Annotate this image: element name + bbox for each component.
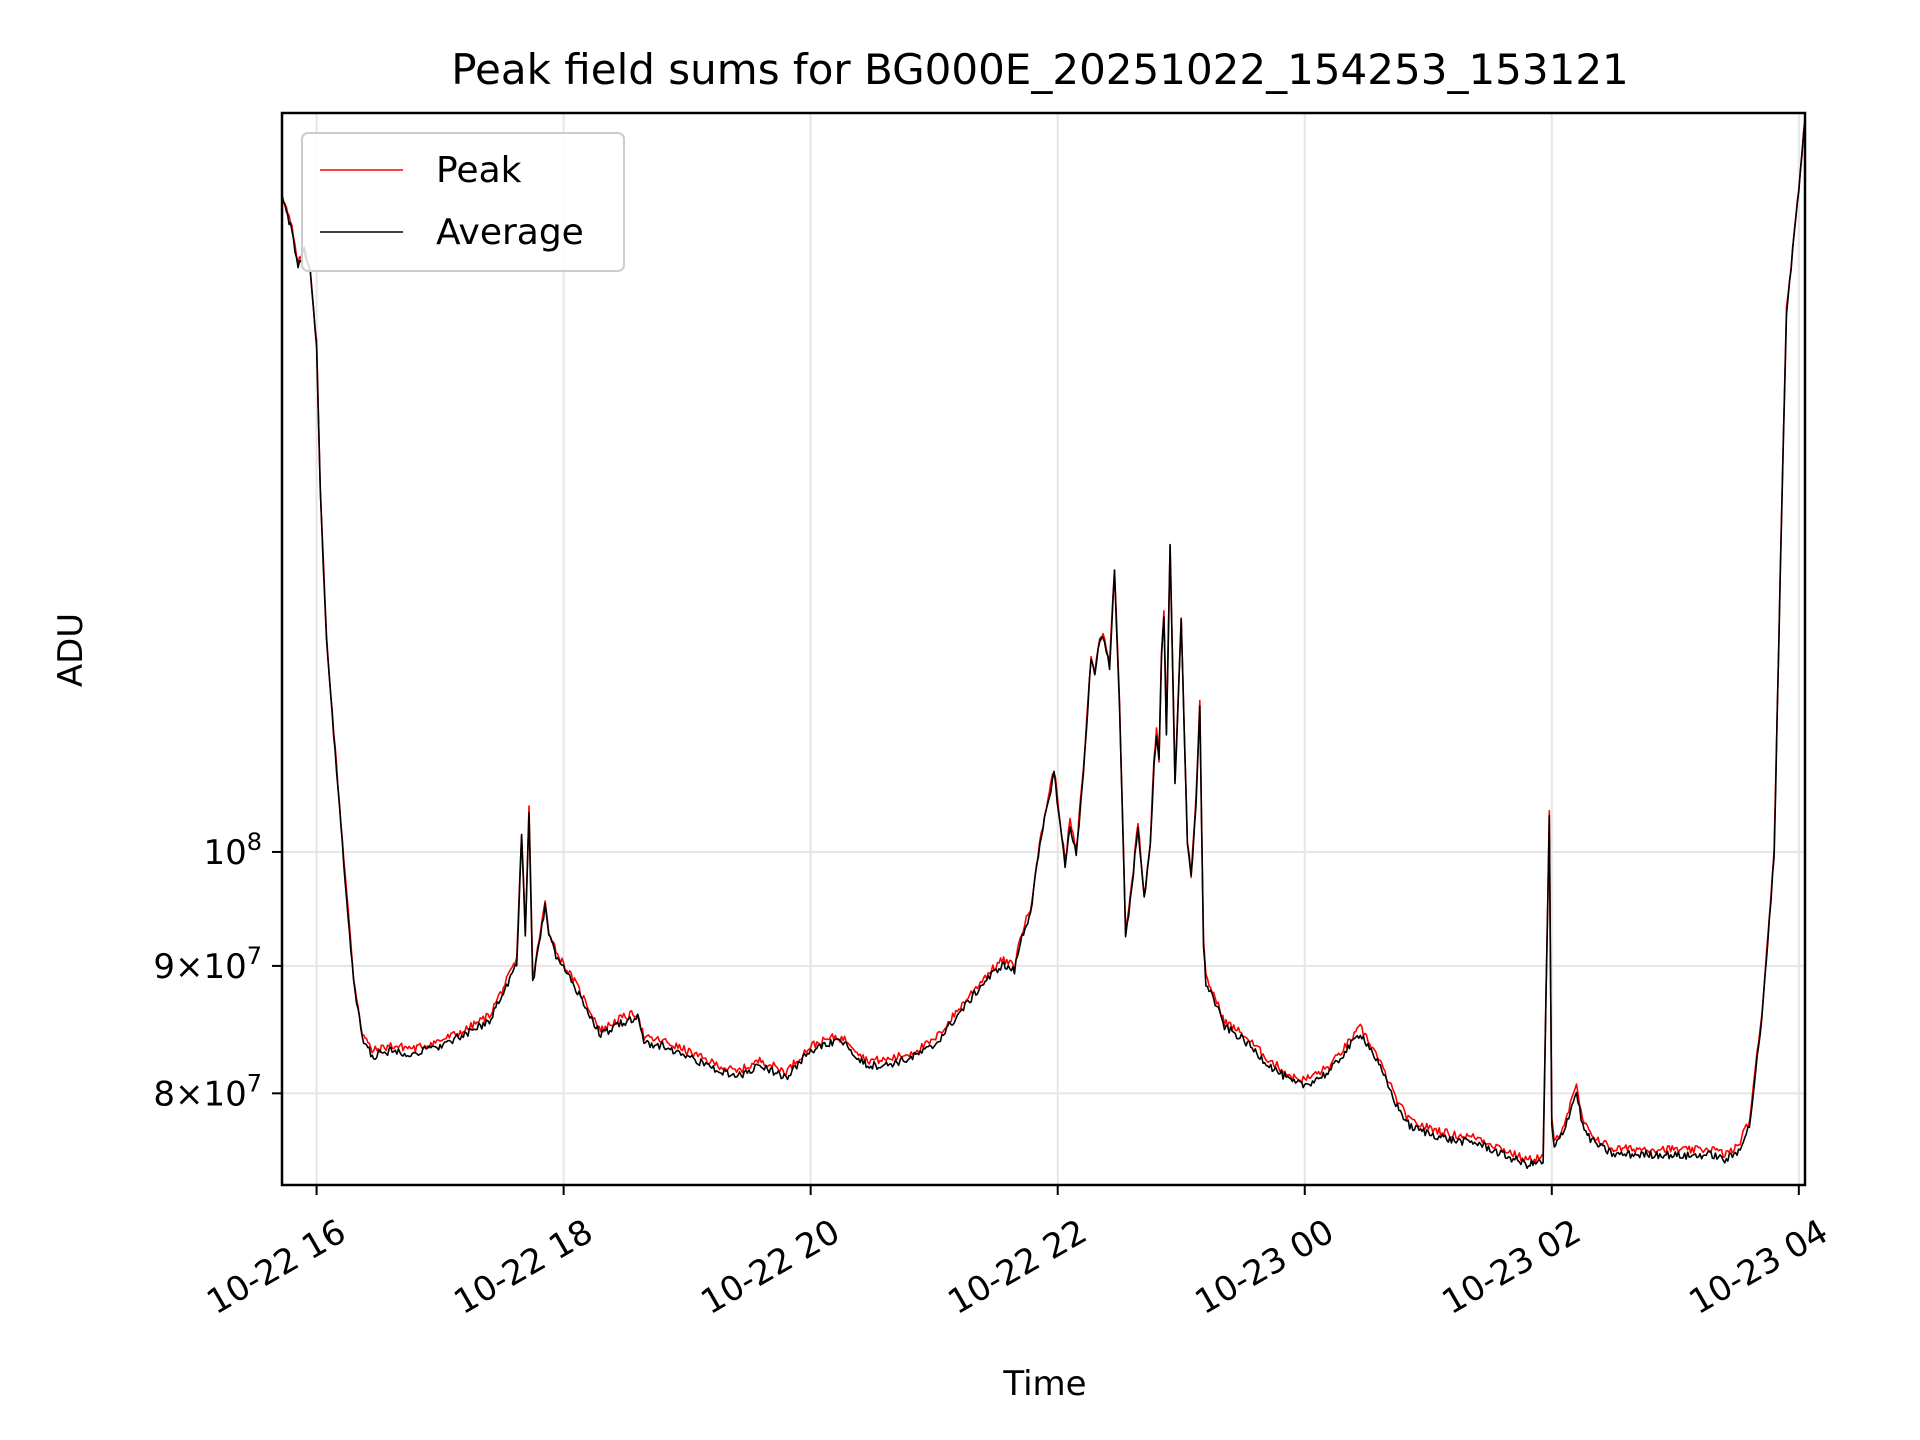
y-tick-label-exp-base: 10 <box>203 947 246 987</box>
y-axis-label: ADU <box>51 613 91 687</box>
y-tick-label-exp: 7 <box>247 942 262 970</box>
y-tick-label-exp: 8 <box>247 828 262 856</box>
y-tick-label: 8×107 <box>153 1069 262 1114</box>
x-axis-label: Time <box>1002 1364 1086 1404</box>
y-tick-label-base: 9 <box>153 947 175 987</box>
y-tick-label-exp-base: 10 <box>203 833 246 873</box>
y-tick-label-exp-base: 10 <box>203 1074 246 1114</box>
y-tick-label: 9×107 <box>153 942 262 987</box>
plot-frame <box>280 111 1807 1187</box>
y-tick-label-mult: × <box>175 947 204 987</box>
y-tick-label-exp: 7 <box>247 1069 262 1097</box>
legend-label-peak: Peak <box>436 150 522 191</box>
series-layer <box>282 118 1805 1170</box>
chart-title: Peak field sums for BG000E_20251022_1542… <box>451 45 1629 94</box>
y-tick-label-mult: × <box>175 1074 204 1114</box>
y-tick-label-base: 8 <box>153 1074 175 1114</box>
legend: Peak Average <box>301 132 625 272</box>
series-line-average <box>282 120 1805 1170</box>
legend-label-average: Average <box>436 212 584 253</box>
legend-box <box>301 132 625 272</box>
y-tick-label: 108 <box>203 828 262 873</box>
